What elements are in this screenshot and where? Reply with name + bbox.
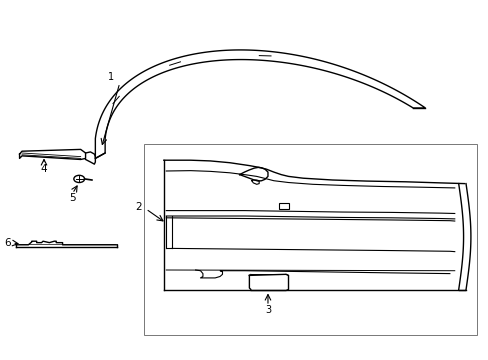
Bar xyxy=(144,144,476,335)
Text: 1: 1 xyxy=(108,72,114,82)
Text: 2: 2 xyxy=(135,202,142,212)
Text: 6: 6 xyxy=(4,238,11,248)
Bar xyxy=(278,203,289,209)
Text: 3: 3 xyxy=(264,305,270,315)
Text: 4: 4 xyxy=(41,164,47,174)
Text: 5: 5 xyxy=(69,193,76,203)
